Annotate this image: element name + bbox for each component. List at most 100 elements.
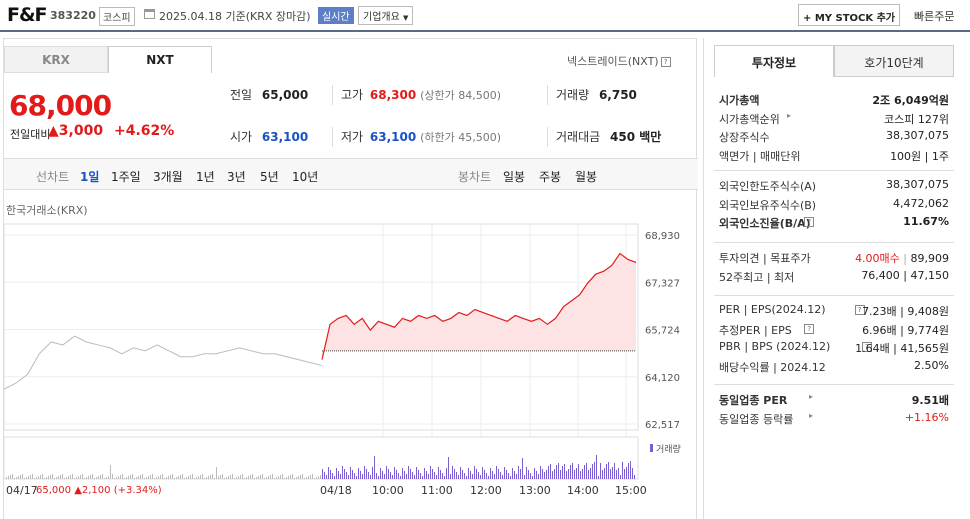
quick-order-button[interactable]: 빠른주문 — [914, 10, 955, 23]
volume-bar — [162, 474, 163, 479]
tab-invest-info[interactable]: 투자정보 — [714, 45, 834, 77]
volume-bar — [578, 464, 579, 479]
volume-bar — [430, 466, 431, 479]
today-area — [322, 253, 636, 360]
volume-bar — [100, 475, 101, 479]
volume-bar — [594, 462, 595, 479]
volume-bar — [364, 466, 365, 479]
volume-bar — [84, 478, 85, 479]
volume-bar — [152, 474, 153, 479]
period-1y[interactable]: 1년 — [196, 170, 215, 184]
volume-bar — [108, 476, 109, 479]
volume-bar — [344, 469, 345, 479]
invest-row-value: 11.67% — [903, 215, 949, 228]
volume-bar — [504, 467, 505, 479]
candle-weekly[interactable]: 주봉 — [539, 170, 562, 184]
volume-bar — [92, 474, 93, 479]
help-icon[interactable]: ? — [854, 305, 865, 315]
price-chart[interactable]: 68,930 67,327 65,724 64,120 62,517 거래량 04/17… — [4, 219, 696, 519]
volume-bar — [520, 469, 521, 479]
volume-bar — [590, 468, 591, 479]
period-5y[interactable]: 5년 — [260, 170, 279, 184]
volume-area — [4, 436, 639, 480]
volume-bar — [42, 474, 43, 479]
volume-bar — [182, 474, 183, 479]
volume-bar — [510, 476, 511, 479]
y-tick-label: 65,724 — [645, 326, 680, 337]
volume-bar — [444, 476, 445, 479]
volume-bars — [6, 455, 635, 479]
volume-bar — [190, 475, 191, 479]
volume-bar — [414, 475, 415, 479]
tab-krx[interactable]: KRX — [4, 46, 108, 73]
help-icon[interactable]: ? — [861, 342, 872, 352]
volume-bar — [620, 475, 621, 479]
mystock-add-button[interactable]: + MY STOCK 추가 — [798, 4, 900, 26]
volume-bar — [228, 476, 229, 479]
volume-bar — [160, 475, 161, 479]
realtime-button[interactable]: 실시간 — [318, 7, 354, 24]
chevron-right-icon[interactable]: ▸ — [787, 110, 792, 120]
volume-bar — [328, 467, 329, 479]
volume-bar — [368, 472, 369, 479]
help-icon[interactable]: ? — [804, 323, 815, 334]
candle-daily[interactable]: 일봉 — [503, 170, 526, 184]
volume-bar — [416, 467, 417, 479]
volume-bar — [506, 470, 507, 479]
volume-bar — [216, 467, 217, 479]
volume-bar — [98, 476, 99, 479]
volume-bar — [380, 468, 381, 479]
help-icon[interactable]: ? — [660, 57, 671, 67]
divider — [714, 170, 954, 171]
period-1d[interactable]: 1일 — [80, 170, 100, 184]
tab-orderbook[interactable]: 호가10단계 — [834, 45, 954, 77]
invest-row-label: 동일업종 등락률 — [719, 412, 794, 426]
volume-bar — [374, 456, 375, 479]
volume-bar — [422, 476, 423, 479]
volume-bar — [512, 468, 513, 479]
invest-row-label: 시가총액 — [719, 94, 760, 107]
volume-bar — [604, 468, 605, 479]
volume-bar — [96, 477, 97, 479]
period-10y[interactable]: 10년 — [292, 170, 319, 184]
company-name: F&F — [7, 4, 48, 26]
volume-bar — [124, 478, 125, 479]
candle-monthly[interactable]: 월봉 — [575, 170, 598, 184]
volume-bar — [630, 461, 631, 479]
help-icon[interactable]: ? — [804, 217, 815, 227]
x-tick-label: 12:00 — [470, 484, 502, 497]
volume-bar — [556, 465, 557, 479]
volume-bar — [500, 472, 501, 479]
period-3m[interactable]: 3개월 — [153, 170, 183, 184]
invest-row-value: 76,400 | 47,150 — [861, 268, 949, 282]
volume-bar — [52, 474, 53, 479]
volume-bar — [176, 477, 177, 479]
volume-bar — [492, 471, 493, 479]
volume-bar — [532, 476, 533, 479]
period-1w[interactable]: 1주일 — [111, 170, 141, 184]
volume-bar — [166, 477, 167, 479]
nxt-link[interactable]: 넥스트레이드(NXT)? — [567, 53, 671, 69]
high-price: 고가 68,300 (상한가 84,500) — [341, 86, 501, 103]
change-value: ▲3,000 — [48, 123, 103, 139]
volume-bar — [306, 477, 307, 479]
chevron-right-icon[interactable]: ▸ — [809, 392, 814, 401]
volume-bar — [330, 470, 331, 479]
y-tick-label: 64,120 — [645, 373, 680, 384]
volume-bar — [244, 478, 245, 479]
footer-prev-info: 65,000 ▲2,100 (+3.34%) — [36, 485, 162, 496]
volume-bar — [376, 473, 377, 479]
period-3y[interactable]: 3년 — [227, 170, 246, 184]
volume-bar — [284, 478, 285, 479]
volume-bar — [158, 476, 159, 479]
company-info-dropdown[interactable]: 기업개요 ▼ — [358, 6, 414, 25]
tab-nxt[interactable]: NXT — [108, 46, 212, 73]
chevron-right-icon[interactable]: ▸ — [809, 410, 814, 420]
invest-row-value: 4,472,062 — [893, 196, 949, 210]
invest-row-label: 투자의견 | 목표주가 — [719, 252, 811, 265]
volume-bar — [318, 476, 319, 479]
volume-bar — [386, 466, 387, 479]
volume-bar — [412, 472, 413, 479]
x-tick-label: 14:00 — [567, 484, 599, 497]
volume-bar — [618, 468, 619, 479]
